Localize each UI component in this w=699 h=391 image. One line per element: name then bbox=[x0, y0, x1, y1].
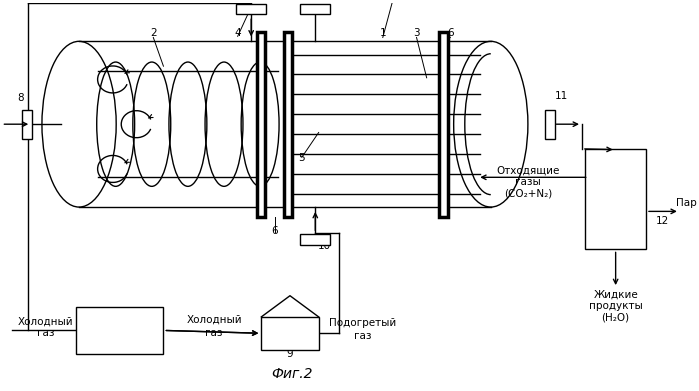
Text: продукты: продукты bbox=[589, 301, 642, 311]
Bar bbox=[261, 317, 319, 350]
Ellipse shape bbox=[42, 41, 116, 207]
Bar bbox=[284, 32, 292, 217]
Text: 9: 9 bbox=[287, 350, 294, 359]
Bar bbox=[585, 149, 646, 249]
Text: Подогретый: Подогретый bbox=[329, 317, 396, 328]
Text: 6: 6 bbox=[447, 27, 454, 38]
Bar bbox=[22, 109, 32, 139]
Bar bbox=[75, 307, 164, 353]
Text: 10: 10 bbox=[317, 242, 331, 251]
Bar bbox=[440, 32, 447, 217]
Text: газ: газ bbox=[354, 331, 371, 341]
Text: 2: 2 bbox=[150, 27, 157, 38]
Bar bbox=[301, 4, 330, 14]
Text: 3: 3 bbox=[413, 27, 420, 38]
Text: (H₂O): (H₂O) bbox=[602, 313, 630, 323]
Text: Холодный: Холодный bbox=[17, 317, 73, 326]
Text: Отходящие: Отходящие bbox=[496, 165, 560, 176]
Text: 7: 7 bbox=[125, 339, 131, 349]
Text: Фиг.2: Фиг.2 bbox=[271, 366, 312, 380]
Bar bbox=[79, 41, 491, 207]
Text: 6: 6 bbox=[271, 226, 278, 236]
Ellipse shape bbox=[454, 41, 528, 207]
Bar bbox=[257, 32, 266, 217]
Text: 4: 4 bbox=[234, 27, 241, 38]
Text: газ: газ bbox=[36, 328, 54, 338]
Text: газы: газы bbox=[515, 177, 541, 187]
Text: Пар: Пар bbox=[676, 197, 697, 208]
Bar bbox=[236, 4, 266, 14]
Text: Холодный: Холодный bbox=[186, 315, 242, 325]
Text: 5: 5 bbox=[298, 152, 305, 163]
Text: Жидкие: Жидкие bbox=[593, 290, 638, 300]
Text: (CO₂+N₂): (CO₂+N₂) bbox=[504, 188, 552, 199]
Text: 12: 12 bbox=[656, 216, 670, 226]
Bar bbox=[545, 109, 555, 139]
Text: 1: 1 bbox=[380, 27, 386, 38]
Bar bbox=[301, 234, 330, 245]
Text: газ: газ bbox=[206, 328, 223, 338]
Text: 8: 8 bbox=[17, 93, 24, 103]
Text: 11: 11 bbox=[555, 91, 568, 101]
